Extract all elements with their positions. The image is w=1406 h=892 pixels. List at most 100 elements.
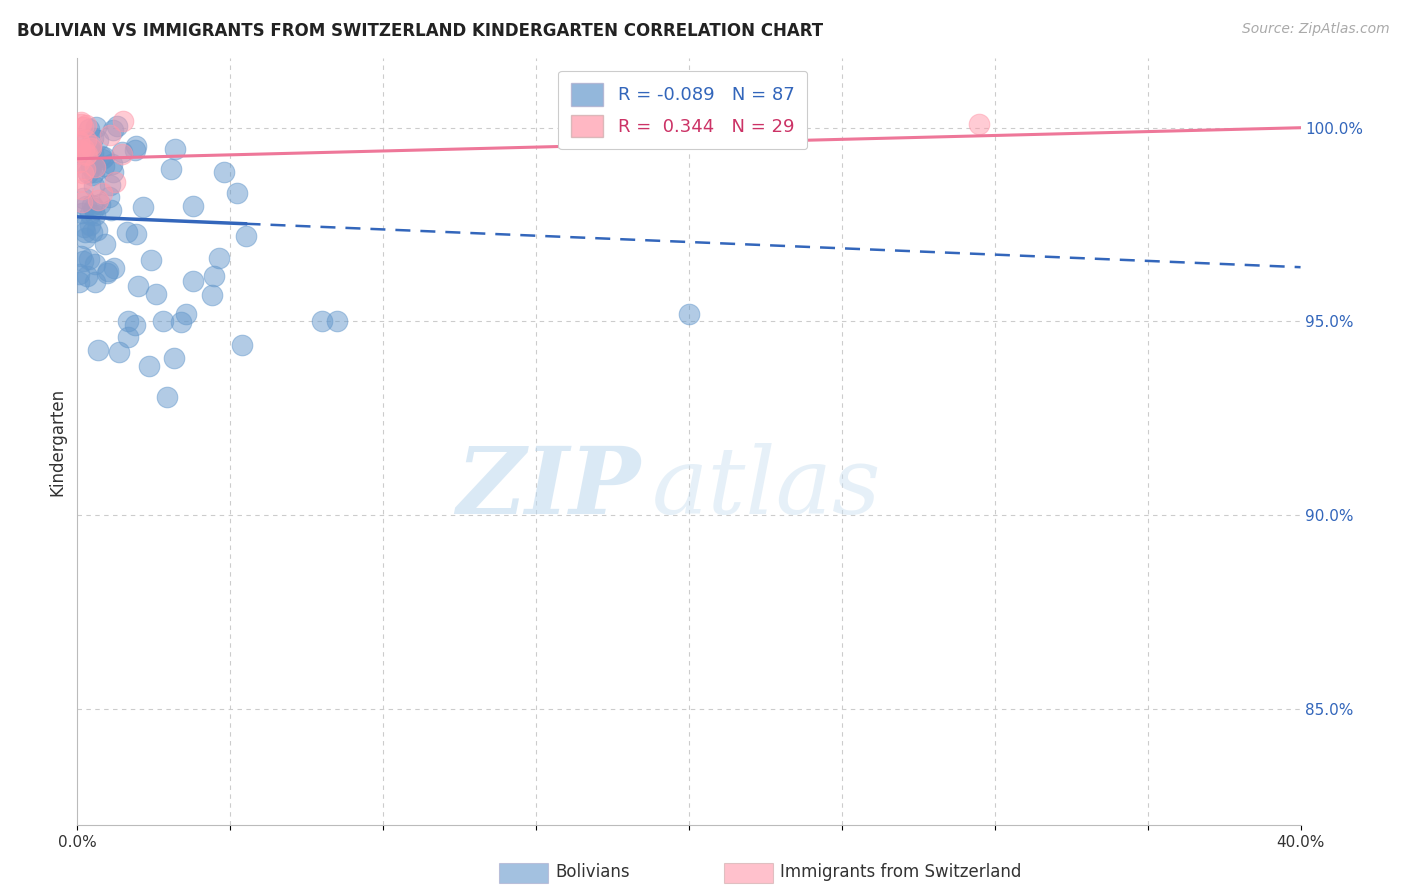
Point	[105, 119, 128, 133]
Point	[96, 266, 118, 280]
Point	[67, 137, 90, 152]
Point	[86, 223, 108, 237]
Point	[80, 198, 103, 212]
Point	[67, 134, 90, 148]
Point	[125, 227, 148, 241]
Point	[165, 142, 187, 156]
Point	[82, 169, 104, 183]
Point	[76, 146, 98, 161]
Point	[80, 137, 103, 152]
Point	[145, 287, 167, 301]
Point	[90, 186, 112, 200]
Point	[83, 201, 105, 215]
Point	[127, 279, 149, 293]
Point	[73, 226, 96, 240]
Point	[112, 114, 135, 128]
Point	[117, 330, 139, 344]
Point	[73, 142, 96, 156]
Point	[75, 161, 97, 176]
Point	[84, 120, 107, 135]
Point	[77, 252, 100, 266]
Point	[181, 275, 204, 289]
Point	[75, 230, 97, 244]
Point	[104, 175, 127, 189]
Point	[183, 198, 205, 212]
Point	[80, 141, 103, 155]
Point	[90, 149, 112, 163]
Point	[77, 122, 100, 136]
Point	[326, 314, 349, 328]
Point	[70, 174, 93, 188]
Point	[77, 146, 100, 161]
Point	[77, 166, 100, 180]
Point	[124, 318, 146, 333]
Point	[73, 219, 96, 234]
Point	[125, 138, 148, 153]
Point	[101, 156, 124, 170]
Point	[98, 128, 121, 143]
Point	[67, 276, 90, 290]
Point	[67, 135, 90, 149]
Point	[79, 207, 101, 221]
Point	[115, 226, 138, 240]
Text: BOLIVIAN VS IMMIGRANTS FROM SWITZERLAND KINDERGARTEN CORRELATION CHART: BOLIVIAN VS IMMIGRANTS FROM SWITZERLAND …	[17, 22, 823, 40]
Point	[159, 162, 181, 177]
Point	[75, 133, 97, 147]
Point	[84, 275, 107, 289]
Point	[80, 142, 103, 156]
Point	[201, 287, 224, 301]
Point	[75, 147, 97, 161]
Point	[89, 196, 111, 211]
Point	[111, 145, 134, 160]
Point	[84, 208, 107, 222]
Point	[77, 149, 100, 163]
Text: Immigrants from Switzerland: Immigrants from Switzerland	[780, 863, 1022, 881]
Point	[662, 117, 685, 131]
Text: Source: ZipAtlas.com: Source: ZipAtlas.com	[1241, 22, 1389, 37]
Point	[70, 117, 93, 131]
Point	[72, 254, 94, 268]
Point	[97, 190, 120, 204]
Point	[100, 202, 122, 217]
Point	[83, 160, 105, 174]
Point	[72, 120, 94, 134]
Point	[82, 146, 104, 161]
Y-axis label: Kindergarten: Kindergarten	[48, 387, 66, 496]
Point	[67, 155, 90, 169]
Point	[117, 314, 139, 328]
Point	[163, 351, 186, 366]
Point	[101, 123, 124, 137]
Point	[67, 144, 90, 158]
Point	[169, 315, 191, 329]
Point	[72, 165, 94, 179]
Point	[80, 157, 103, 171]
Point	[79, 218, 101, 232]
Point	[94, 237, 117, 252]
Point	[100, 178, 122, 192]
Point	[83, 179, 105, 194]
Point	[208, 251, 231, 265]
Point	[101, 165, 124, 179]
Point	[87, 343, 110, 357]
Point	[212, 165, 235, 179]
Point	[93, 150, 115, 164]
Point	[91, 152, 114, 166]
Point	[82, 131, 104, 145]
Text: Bolivians: Bolivians	[555, 863, 630, 881]
Text: atlas: atlas	[652, 442, 882, 533]
Point	[204, 269, 226, 284]
Point	[69, 115, 91, 129]
Point	[67, 155, 90, 169]
Point	[72, 191, 94, 205]
Point	[87, 193, 110, 207]
Point	[139, 253, 162, 268]
Point	[80, 161, 103, 175]
Point	[69, 249, 91, 263]
Point	[75, 118, 97, 132]
Point	[84, 257, 107, 271]
Point	[225, 186, 247, 200]
Point	[103, 260, 125, 275]
Point	[67, 267, 90, 281]
Point	[969, 117, 991, 131]
Point	[156, 391, 179, 405]
